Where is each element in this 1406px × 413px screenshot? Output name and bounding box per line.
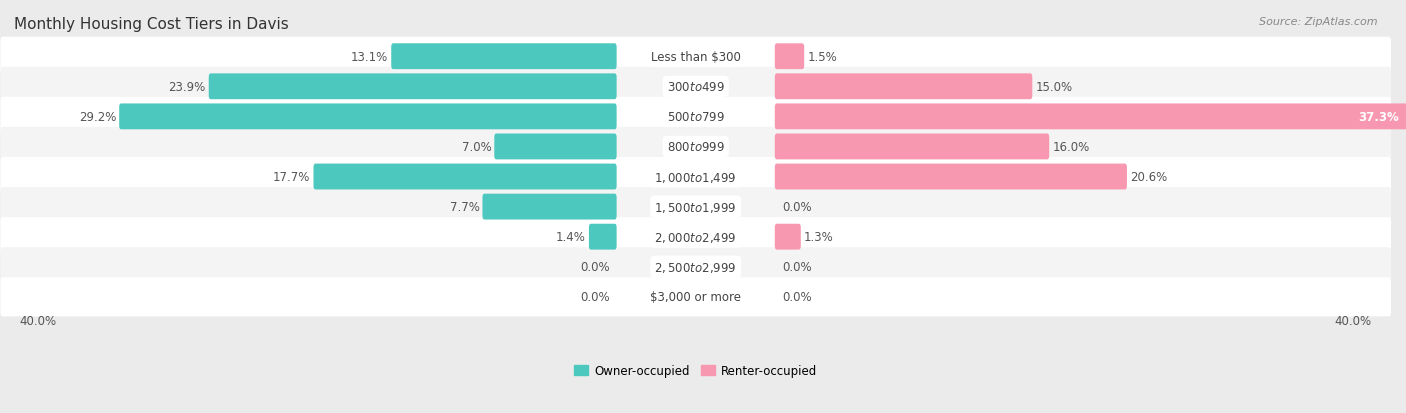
Text: 15.0%: 15.0% [1035,81,1073,94]
Text: 1.4%: 1.4% [555,230,586,244]
Text: 7.7%: 7.7% [450,201,479,214]
FancyBboxPatch shape [0,38,1391,76]
FancyBboxPatch shape [0,188,1391,227]
FancyBboxPatch shape [775,104,1406,130]
Text: 13.1%: 13.1% [352,50,388,64]
FancyBboxPatch shape [495,134,617,160]
Text: 16.0%: 16.0% [1052,140,1090,154]
Text: 20.6%: 20.6% [1130,171,1167,183]
Text: $500 to $799: $500 to $799 [666,111,724,123]
Text: Monthly Housing Cost Tiers in Davis: Monthly Housing Cost Tiers in Davis [14,17,288,31]
FancyBboxPatch shape [0,278,1391,317]
FancyBboxPatch shape [0,218,1391,256]
Text: 1.5%: 1.5% [807,50,837,64]
Text: $800 to $999: $800 to $999 [666,140,724,154]
Text: Less than $300: Less than $300 [651,50,741,64]
FancyBboxPatch shape [0,68,1391,107]
Text: 0.0%: 0.0% [782,201,811,214]
Text: Source: ZipAtlas.com: Source: ZipAtlas.com [1260,17,1378,26]
Text: 0.0%: 0.0% [782,261,811,273]
FancyBboxPatch shape [0,128,1391,166]
FancyBboxPatch shape [0,248,1391,287]
FancyBboxPatch shape [208,74,617,100]
FancyBboxPatch shape [482,194,617,220]
Text: $300 to $499: $300 to $499 [666,81,724,94]
Text: 17.7%: 17.7% [273,171,311,183]
FancyBboxPatch shape [775,224,801,250]
FancyBboxPatch shape [0,97,1391,137]
Text: $3,000 or more: $3,000 or more [650,291,741,304]
Text: 29.2%: 29.2% [79,111,117,123]
Text: 7.0%: 7.0% [461,140,491,154]
Text: 1.3%: 1.3% [804,230,834,244]
FancyBboxPatch shape [120,104,617,130]
Text: 23.9%: 23.9% [169,81,205,94]
Legend: Owner-occupied, Renter-occupied: Owner-occupied, Renter-occupied [569,360,823,382]
Text: 0.0%: 0.0% [579,291,610,304]
FancyBboxPatch shape [775,134,1049,160]
FancyBboxPatch shape [775,164,1128,190]
Text: 0.0%: 0.0% [782,291,811,304]
Text: $2,500 to $2,999: $2,500 to $2,999 [654,260,737,274]
FancyBboxPatch shape [391,44,617,70]
Text: 40.0%: 40.0% [1334,314,1372,327]
FancyBboxPatch shape [775,44,804,70]
Text: 0.0%: 0.0% [579,261,610,273]
Text: $1,500 to $1,999: $1,500 to $1,999 [654,200,737,214]
FancyBboxPatch shape [314,164,617,190]
Text: $2,000 to $2,499: $2,000 to $2,499 [654,230,737,244]
FancyBboxPatch shape [589,224,617,250]
FancyBboxPatch shape [775,74,1032,100]
Text: 40.0%: 40.0% [20,314,58,327]
Text: 37.3%: 37.3% [1358,111,1399,123]
Text: $1,000 to $1,499: $1,000 to $1,499 [654,170,737,184]
FancyBboxPatch shape [0,158,1391,197]
